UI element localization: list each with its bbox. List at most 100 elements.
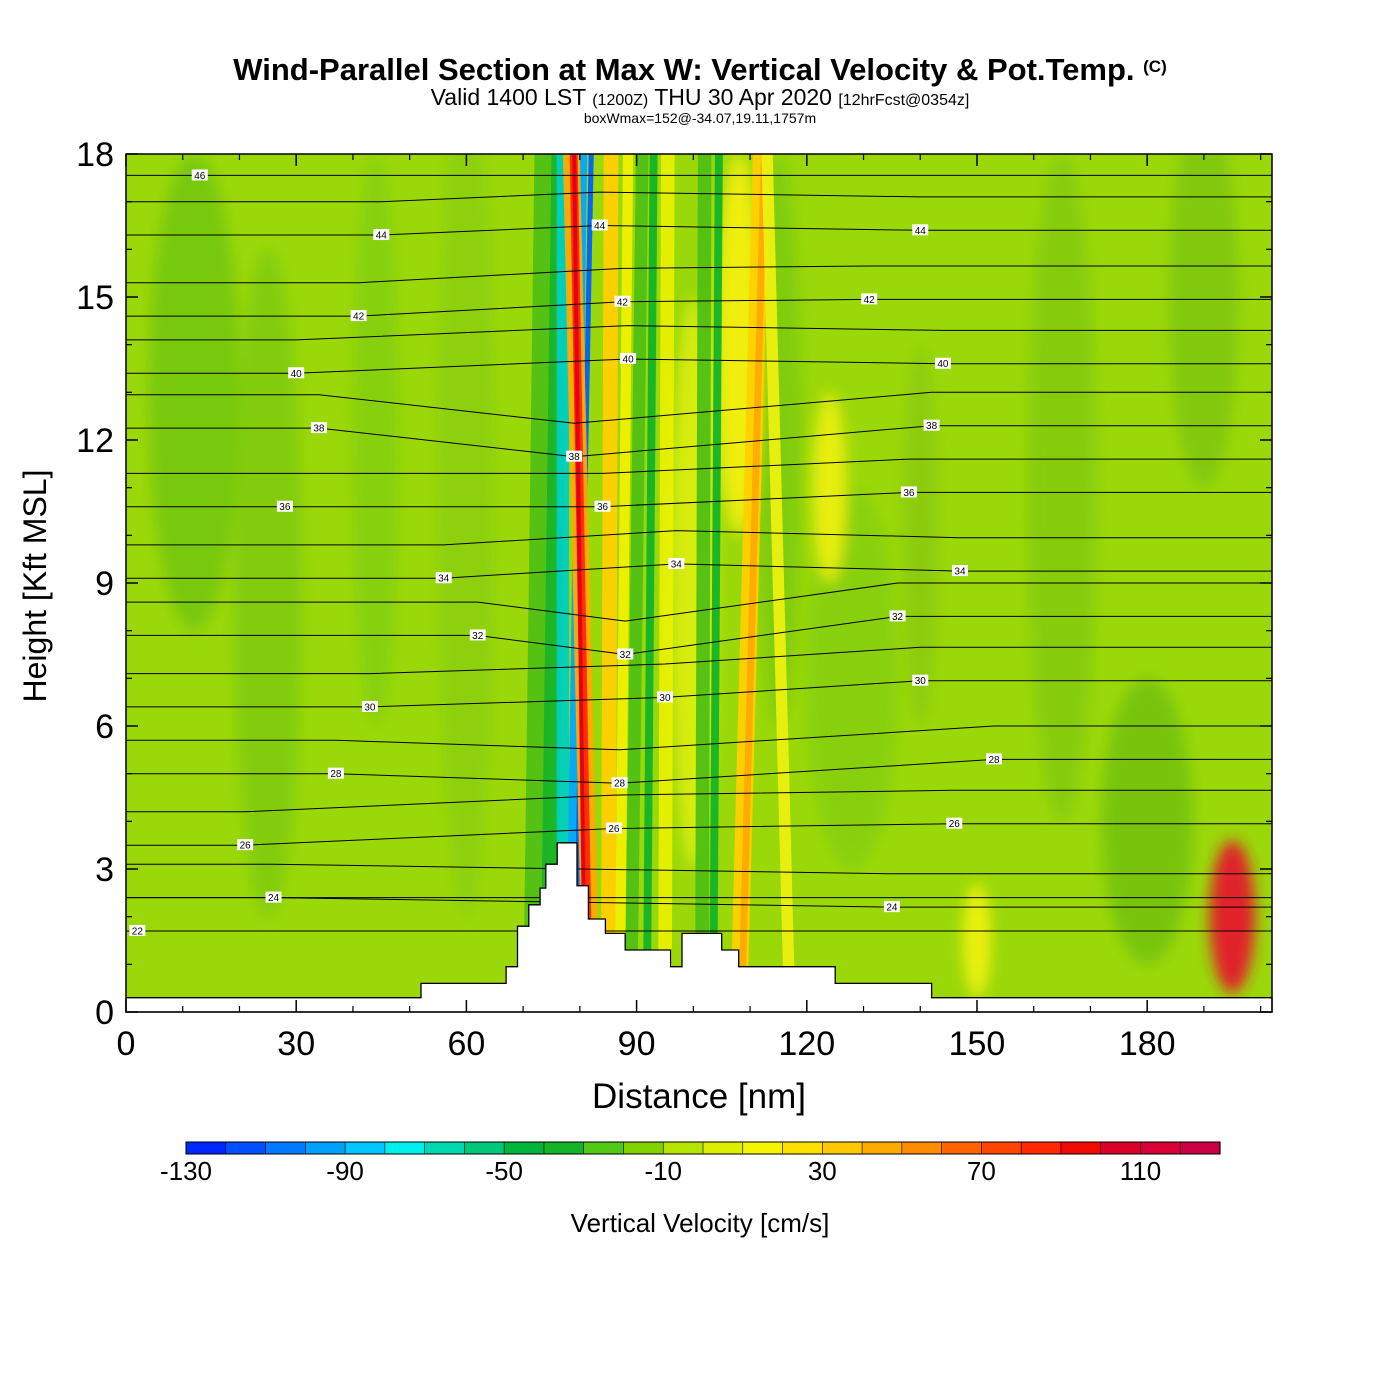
contour-line xyxy=(126,265,1272,284)
colorbar-swatch xyxy=(503,1141,545,1155)
contour-label: 28 xyxy=(986,753,1003,766)
colorbar-swatch xyxy=(861,1141,903,1155)
velocity-region xyxy=(1209,840,1255,993)
contour-label: 36 xyxy=(900,486,917,499)
y-tick-label: 6 xyxy=(95,708,114,746)
x-tick-label: 120 xyxy=(778,1025,835,1063)
contour-label-bg xyxy=(912,224,929,236)
colorbar-tick-label: -130 xyxy=(160,1156,212,1186)
contour-label-bg xyxy=(611,777,628,789)
contour-label: 34 xyxy=(951,565,968,578)
valid-time: Valid 1400 LST xyxy=(430,84,586,110)
velocity-region xyxy=(962,883,992,998)
contour-label: 46 xyxy=(191,169,208,182)
contour-label-text: 32 xyxy=(892,612,904,623)
contour-label: 44 xyxy=(591,219,608,232)
contour-label-bg xyxy=(900,486,917,498)
contour-label: 30 xyxy=(656,691,673,704)
contour-label-text: 28 xyxy=(614,779,626,790)
contour-label-text: 44 xyxy=(594,221,606,232)
contour-label-text: 24 xyxy=(268,893,280,904)
copyright-mark: (C) xyxy=(1143,57,1167,76)
contour-label: 38 xyxy=(566,450,583,463)
colorbar: -130 -90 -50 -10 30 70 110 xyxy=(160,1141,1221,1186)
contour-line xyxy=(126,863,1272,875)
contour-label-text: 26 xyxy=(608,824,620,835)
colorbar-swatch xyxy=(1140,1141,1181,1155)
contour-label: 42 xyxy=(861,293,878,306)
contour-label-bg xyxy=(566,450,583,462)
contour-label-bg xyxy=(923,419,940,431)
contour-label-bg xyxy=(656,691,673,703)
contour-label-text: 34 xyxy=(671,559,683,570)
contour-line xyxy=(126,325,1272,341)
contour-label-text: 38 xyxy=(313,424,325,435)
contour-label-text: 36 xyxy=(279,502,291,513)
x-tick-label: 0 xyxy=(117,1025,136,1063)
y-tick-label: 9 xyxy=(95,565,114,603)
velocity-band xyxy=(761,154,796,1012)
contour-label: 24 xyxy=(265,891,282,904)
colorbar-tick-label: -90 xyxy=(326,1156,364,1186)
contour-label-text: 40 xyxy=(291,369,303,380)
x-axis-label: Distance [nm] xyxy=(592,1077,806,1116)
contour-label-text: 44 xyxy=(376,231,388,242)
colorbar-tick-label: 30 xyxy=(808,1156,837,1186)
contour-label: 38 xyxy=(923,419,940,432)
contour-label-bg xyxy=(912,674,929,686)
colorbar-tick-label: -50 xyxy=(485,1156,523,1186)
contour-label-text: 34 xyxy=(438,574,450,585)
contour-label-bg xyxy=(129,924,146,936)
contour-label-bg xyxy=(668,557,685,569)
colorbar-swatch xyxy=(185,1141,227,1155)
colorbar-tick-label: -10 xyxy=(644,1156,682,1186)
contour-label: 42 xyxy=(614,295,631,308)
contour-label-bg xyxy=(883,901,900,913)
contour-label-text: 34 xyxy=(954,567,966,578)
y-tick-label: 0 xyxy=(95,994,114,1032)
colorbar-swatch xyxy=(424,1141,465,1155)
colorbar-swatch xyxy=(981,1141,1022,1155)
contour-label-text: 36 xyxy=(903,488,915,499)
contour-line xyxy=(126,789,1272,813)
contour-label-bg xyxy=(617,648,634,660)
colorbar-swatch xyxy=(623,1141,664,1155)
contour-label-text: 30 xyxy=(659,693,671,704)
contour-label-bg xyxy=(986,753,1003,765)
colorbar-swatch xyxy=(583,1141,625,1155)
contour-label-bg xyxy=(934,357,951,369)
velocity-region xyxy=(352,154,399,726)
contour-label-text: 44 xyxy=(915,226,927,237)
chart-subtitle: Valid 1400 LST (1200Z) THU 30 Apr 2020 [… xyxy=(0,84,1400,111)
contour-label-bg xyxy=(350,310,367,322)
contour-label: 40 xyxy=(934,357,951,370)
contour-line xyxy=(126,391,1272,424)
colorbar-swatch xyxy=(1060,1141,1102,1155)
forecast-info: [12hrFcst@0354z] xyxy=(838,92,970,109)
colorbar-swatch xyxy=(543,1141,585,1155)
terrain xyxy=(125,842,1273,1013)
contour-label: 38 xyxy=(310,422,327,435)
contour-label-bg xyxy=(861,293,878,305)
colorbar-swatch xyxy=(901,1141,943,1155)
contour-label-text: 26 xyxy=(240,841,252,852)
contour-line xyxy=(126,725,1272,751)
colorbar-swatch xyxy=(464,1141,505,1155)
colorbar-swatch xyxy=(742,1141,784,1155)
contour-label: 32 xyxy=(889,610,906,623)
x-tick-label: 90 xyxy=(618,1025,656,1063)
velocity-region xyxy=(812,392,847,583)
velocity-region xyxy=(233,249,302,917)
chart-title: Wind-Parallel Section at Max W: Vertical… xyxy=(0,52,1400,88)
contour-label-text: 38 xyxy=(926,421,938,432)
contour-label-bg xyxy=(237,839,254,851)
contour-label-text: 28 xyxy=(330,769,342,780)
x-tick-label: 180 xyxy=(1119,1025,1176,1063)
velocity-band xyxy=(738,154,768,1012)
contour-label-bg xyxy=(594,500,611,512)
velocity-band xyxy=(642,154,658,1012)
x-tick-label: 150 xyxy=(949,1025,1006,1063)
velocity-band xyxy=(695,154,712,1012)
contour-label: 40 xyxy=(288,367,305,380)
velocity-band xyxy=(614,154,634,1012)
